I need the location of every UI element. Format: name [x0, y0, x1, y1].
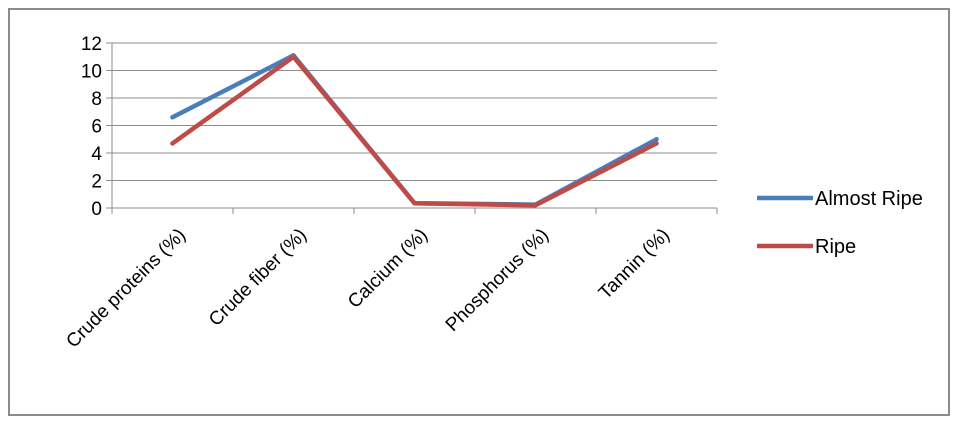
- series-lines: [170, 53, 659, 208]
- x-tick-label: Calcium (%): [344, 225, 432, 313]
- data-point: [291, 54, 296, 59]
- y-tick-label: 0: [91, 199, 102, 220]
- legend-label: Ripe: [815, 236, 856, 258]
- x-axis-ticks: Crude proteins (%) Crude fiber (%) Calcium…: [62, 208, 718, 353]
- y-tick-label: 4: [91, 144, 102, 165]
- data-point: [654, 137, 659, 142]
- chart-frame: [8, 8, 950, 416]
- data-point: [654, 141, 659, 146]
- y-axis-ticks: 0 2 4 6 8 10 12: [81, 34, 112, 220]
- legend: Almost Ripe Ripe: [757, 188, 923, 258]
- y-tick-label: 12: [81, 34, 102, 55]
- legend-label: Almost Ripe: [815, 188, 923, 210]
- gridlines: [112, 42, 717, 181]
- data-point: [170, 115, 175, 120]
- x-tick-label: Crude fiber (%): [205, 225, 311, 331]
- y-tick-label: 2: [91, 172, 102, 193]
- y-tick-label: 6: [91, 117, 102, 138]
- data-point: [412, 200, 417, 206]
- data-point: [533, 203, 538, 208]
- x-tick-label: Crude proteins (%): [62, 225, 190, 353]
- x-tick-label: Tannin (%): [595, 225, 674, 304]
- y-tick-label: 10: [81, 62, 102, 83]
- data-point: [170, 141, 175, 146]
- y-tick-label: 8: [91, 89, 102, 110]
- x-tick-label: Phosphorus (%): [442, 225, 553, 336]
